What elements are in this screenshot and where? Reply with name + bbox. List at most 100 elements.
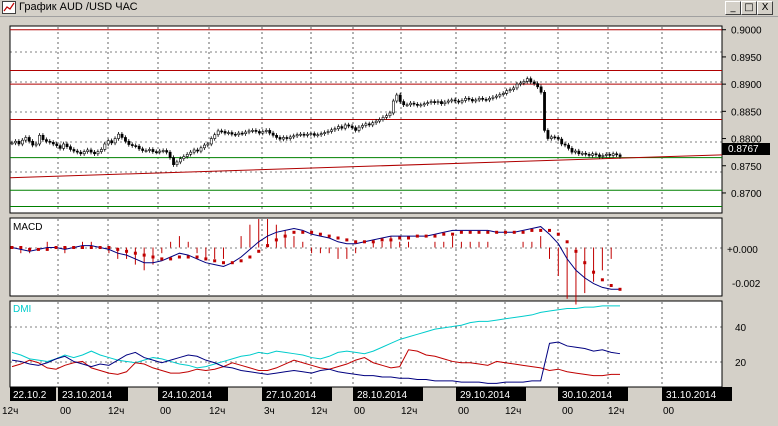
candle-body xyxy=(216,130,220,136)
candles xyxy=(10,76,622,167)
candle-body xyxy=(189,151,193,155)
macd-signal-point xyxy=(600,278,604,282)
macd-signal-point xyxy=(248,255,252,259)
time-axis: 22.10.2 23.10.2014 24.10.2014 27.10.2014… xyxy=(2,387,732,417)
macd-signal-point xyxy=(204,257,208,261)
candle-body xyxy=(378,119,382,122)
candle-body xyxy=(580,152,584,155)
macd-signal-point xyxy=(186,255,190,259)
maximize-button[interactable]: □ xyxy=(741,1,757,15)
candle-body xyxy=(354,127,358,131)
dmi-panel[interactable] xyxy=(9,300,723,388)
macd-signal-point xyxy=(336,236,340,240)
candle-body xyxy=(51,142,55,145)
macd-signal-point xyxy=(530,228,534,232)
macd-signal-point xyxy=(415,234,419,238)
macd-signal-point xyxy=(433,234,437,238)
macd-signal-point xyxy=(89,246,93,249)
candle-body xyxy=(495,95,498,98)
candle-body xyxy=(148,149,151,151)
candle-body xyxy=(385,115,388,118)
candle-body xyxy=(17,140,21,145)
candle-body xyxy=(402,101,406,106)
macd-signal-point xyxy=(301,230,305,234)
candle-body xyxy=(312,133,316,136)
macd-signal-point xyxy=(310,230,314,234)
date-box-7 xyxy=(662,387,732,401)
candle-body xyxy=(137,145,141,150)
macd-tick-0: +0.000 xyxy=(727,245,758,256)
macd-signal-point xyxy=(274,238,278,242)
candle-body xyxy=(450,99,454,102)
macd-signal-point xyxy=(592,270,596,274)
candle-body xyxy=(261,131,265,134)
date-label-7: 31.10.2014 xyxy=(666,390,716,401)
hour-label-13: 00 xyxy=(663,406,675,417)
candle-body xyxy=(381,117,385,120)
candle-body xyxy=(295,134,299,137)
candle-body xyxy=(426,102,430,105)
candle-body xyxy=(220,130,224,133)
date-box-4 xyxy=(353,387,423,401)
window-title: График AUD /USD ЧАС xyxy=(19,1,138,13)
candle-body xyxy=(460,100,464,103)
macd-signal-point xyxy=(362,240,366,244)
macd-signal-point xyxy=(371,240,375,244)
macd-signal-point xyxy=(468,230,472,234)
candle-body xyxy=(144,150,148,152)
candle-body xyxy=(141,148,145,151)
dmi-title: DMI xyxy=(13,304,31,315)
date-label-1: 23.10.2014 xyxy=(62,390,112,401)
macd-signal-point xyxy=(221,261,225,265)
macd-signal-point xyxy=(451,232,455,236)
candle-body xyxy=(24,137,28,141)
candle-body xyxy=(247,130,251,133)
candle-body xyxy=(209,138,213,145)
candle-body xyxy=(240,132,244,135)
candle-body xyxy=(34,143,38,146)
macd-indicator xyxy=(10,219,622,305)
candle-body xyxy=(154,151,158,153)
macd-signal-point xyxy=(54,246,58,249)
macd-signal-point xyxy=(151,255,155,259)
candle-body xyxy=(258,131,261,134)
candle-body xyxy=(515,83,519,89)
candle-body xyxy=(264,130,268,132)
candle-body xyxy=(48,140,52,143)
candle-body xyxy=(367,123,371,126)
candle-body xyxy=(14,140,17,144)
hour-label-8: 12ч xyxy=(401,406,417,417)
candle-body xyxy=(65,143,69,148)
candle-body xyxy=(31,140,35,146)
candle-body xyxy=(179,158,182,163)
macd-signal-point xyxy=(230,261,234,265)
candle-body xyxy=(484,99,488,101)
candle-body xyxy=(594,153,598,156)
chart-area[interactable]: 0.9000 0.8950 0.8900 0.8850 0.8800 0.8750 0.87… xyxy=(0,17,778,426)
candle-body xyxy=(529,78,533,83)
candle-body xyxy=(470,99,474,102)
candle-body xyxy=(522,81,526,84)
candle-body xyxy=(333,128,337,131)
candle-body xyxy=(560,138,564,145)
macd-signal-point xyxy=(503,230,507,234)
candle-body xyxy=(230,132,234,135)
candle-body xyxy=(453,99,457,102)
macd-panel[interactable] xyxy=(9,217,723,297)
macd-signal-point xyxy=(486,230,490,234)
date-label-5: 29.10.2014 xyxy=(460,390,510,401)
hour-label-5: 3ч xyxy=(264,406,275,417)
macd-signal-point xyxy=(548,228,552,232)
price-tick-label: 0.8700 xyxy=(731,189,762,200)
macd-signal-point xyxy=(107,246,111,249)
candle-body xyxy=(419,104,423,107)
candle-body xyxy=(134,145,138,147)
dmi-tick-0: 40 xyxy=(735,323,747,334)
hour-label-6: 12ч xyxy=(311,406,327,417)
macd-signal-point xyxy=(239,259,243,263)
candle-body xyxy=(316,134,320,137)
close-button[interactable]: X xyxy=(757,1,773,15)
candle-body xyxy=(491,96,495,99)
candle-body xyxy=(79,151,83,155)
minimize-button[interactable]: _ xyxy=(725,1,741,15)
